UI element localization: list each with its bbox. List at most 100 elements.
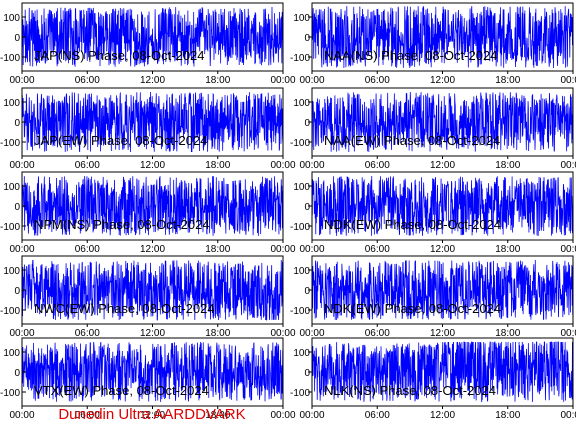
y-tick-label: 0 [14, 202, 20, 213]
x-tick-label: 00:00 [9, 328, 34, 339]
plot-title: NAA(EW) Phase, 08-Oct-2024 [324, 133, 500, 148]
x-tick-label: 18:00 [495, 410, 520, 421]
y-tick-label: -100 [290, 222, 310, 233]
phase-trace [22, 342, 283, 402]
x-tick-label: 12:00 [430, 328, 455, 339]
x-tick-label: 00:00 [299, 160, 324, 171]
y-tick-label: 100 [293, 182, 310, 193]
y-tick-label: -100 [290, 138, 310, 149]
x-tick-label: 18:00 [205, 75, 230, 86]
plot-title: VTX(EW) Phase, 08-Oct-2024 [34, 383, 209, 398]
x-tick-label: 00:00 [560, 160, 576, 171]
x-tick-label: 00:00 [560, 410, 576, 421]
plot-title: JAP(NS) Phase, 08-Oct-2024 [34, 48, 205, 63]
plot-title: NDK(EW) Phase, 08-Oct-2024 [324, 217, 501, 232]
x-tick-label: 18:00 [205, 160, 230, 171]
phase-trace [312, 6, 573, 68]
y-tick-label: 100 [3, 348, 20, 359]
x-tick-label: 06:00 [75, 328, 100, 339]
y-tick-label: 0 [304, 286, 310, 297]
phase-trace [22, 259, 283, 321]
x-tick-label: 00:00 [9, 75, 34, 86]
x-tick-label: 06:00 [365, 244, 390, 255]
y-tick-label: -100 [290, 388, 310, 399]
x-tick-label: 06:00 [75, 244, 100, 255]
plot-title: NAA(NS) Phase, 08-Oct-2024 [324, 48, 497, 63]
y-tick-label: 100 [3, 13, 20, 24]
x-tick-label: 06:00 [75, 75, 100, 86]
y-tick-label: 0 [14, 33, 20, 44]
y-tick-label: -100 [0, 222, 20, 233]
phase-panel: 100 0 -100 00:00 06:00 12:00 18:00 00:00 NAA(EW)… [290, 87, 576, 171]
x-tick-label: 18:00 [205, 328, 230, 339]
y-tick-label: 0 [14, 118, 20, 129]
x-tick-label: 12:00 [140, 244, 165, 255]
y-tick-label: 0 [14, 368, 20, 379]
y-tick-label: 100 [293, 266, 310, 277]
phase-panel: 100 0 -100 00:00 06:00 12:00 18:00 00:00 NLK(NS)… [290, 337, 576, 421]
x-tick-label: 18:00 [205, 244, 230, 255]
y-tick-label: 0 [304, 202, 310, 213]
y-tick-label: 0 [304, 118, 310, 129]
x-tick-label: 12:00 [140, 75, 165, 86]
plot-title: NPM(NS) Phase, 08-Oct-2024 [34, 217, 210, 232]
x-tick-label: 18:00 [205, 410, 230, 421]
phase-panel: 100 0 -100 00:00 06:00 12:00 18:00 00:00 VTX(EW)… [0, 337, 296, 421]
plot-title: NDK(EW) Phase, 08-Oct-2024 [324, 301, 501, 316]
phase-trace [312, 176, 573, 236]
phase-trace [22, 92, 283, 153]
x-tick-label: 00:00 [299, 328, 324, 339]
x-tick-label: 06:00 [75, 160, 100, 171]
y-tick-label: 100 [293, 98, 310, 109]
x-tick-label: 18:00 [495, 328, 520, 339]
x-tick-label: 06:00 [365, 160, 390, 171]
y-tick-label: -100 [0, 53, 20, 64]
phase-panel: 100 0 -100 00:00 06:00 12:00 18:00 00:00 JAP(NS)… [0, 2, 296, 86]
phase-trace [22, 7, 283, 67]
x-tick-label: 00:00 [560, 328, 576, 339]
x-tick-label: 00:00 [270, 244, 295, 255]
x-tick-label: 12:00 [430, 160, 455, 171]
x-tick-label: 18:00 [495, 75, 520, 86]
phase-trace [312, 341, 573, 403]
x-tick-label: 00:00 [9, 410, 34, 421]
x-tick-label: 12:00 [430, 75, 455, 86]
x-tick-label: 12:00 [140, 328, 165, 339]
x-tick-label: 00:00 [299, 410, 324, 421]
y-tick-label: -100 [290, 53, 310, 64]
footer-label: Dunedin Ultra AARDDVARK [58, 406, 246, 423]
x-tick-label: 00:00 [299, 244, 324, 255]
x-tick-label: 18:00 [495, 160, 520, 171]
x-tick-label: 00:00 [270, 75, 295, 86]
phase-panel: 100 0 -100 00:00 06:00 12:00 18:00 00:00 JAP(EW)… [0, 87, 296, 171]
y-tick-label: 100 [3, 98, 20, 109]
x-tick-label: 06:00 [365, 75, 390, 86]
x-tick-label: 00:00 [299, 75, 324, 86]
y-tick-label: -100 [0, 138, 20, 149]
plot-title: NWC(EW) Phase, 08-Oct-2024 [34, 301, 215, 316]
phase-panel: 100 0 -100 00:00 06:00 12:00 18:00 00:00 NWC(EW)… [0, 255, 296, 339]
x-tick-label: 12:00 [430, 410, 455, 421]
plot-title: NLK(NS) Phase, 08-Oct-2024 [324, 383, 496, 398]
x-tick-label: 00:00 [560, 75, 576, 86]
phase-panel: 100 0 -100 00:00 06:00 12:00 18:00 00:00 NAA(NS)… [290, 2, 576, 86]
plot-title: JAP(EW) Phase, 08-Oct-2024 [34, 133, 207, 148]
y-tick-label: 100 [3, 182, 20, 193]
x-tick-label: 00:00 [270, 410, 295, 421]
y-tick-label: 0 [304, 33, 310, 44]
phase-trace [22, 176, 283, 236]
x-tick-label: 00:00 [560, 244, 576, 255]
x-tick-label: 12:00 [430, 244, 455, 255]
phase-panel: 100 0 -100 00:00 06:00 12:00 18:00 00:00 NDK(EW)… [290, 171, 576, 255]
x-tick-label: 00:00 [270, 160, 295, 171]
x-tick-label: 18:00 [495, 244, 520, 255]
x-tick-label: 12:00 [140, 410, 165, 421]
x-tick-label: 00:00 [9, 160, 34, 171]
phase-panel: 100 0 -100 00:00 06:00 12:00 18:00 00:00 NPM(NS)… [0, 171, 296, 255]
y-tick-label: 0 [14, 286, 20, 297]
y-tick-label: 100 [3, 266, 20, 277]
y-tick-label: 100 [293, 348, 310, 359]
x-tick-label: 06:00 [365, 410, 390, 421]
y-tick-label: 100 [293, 13, 310, 24]
